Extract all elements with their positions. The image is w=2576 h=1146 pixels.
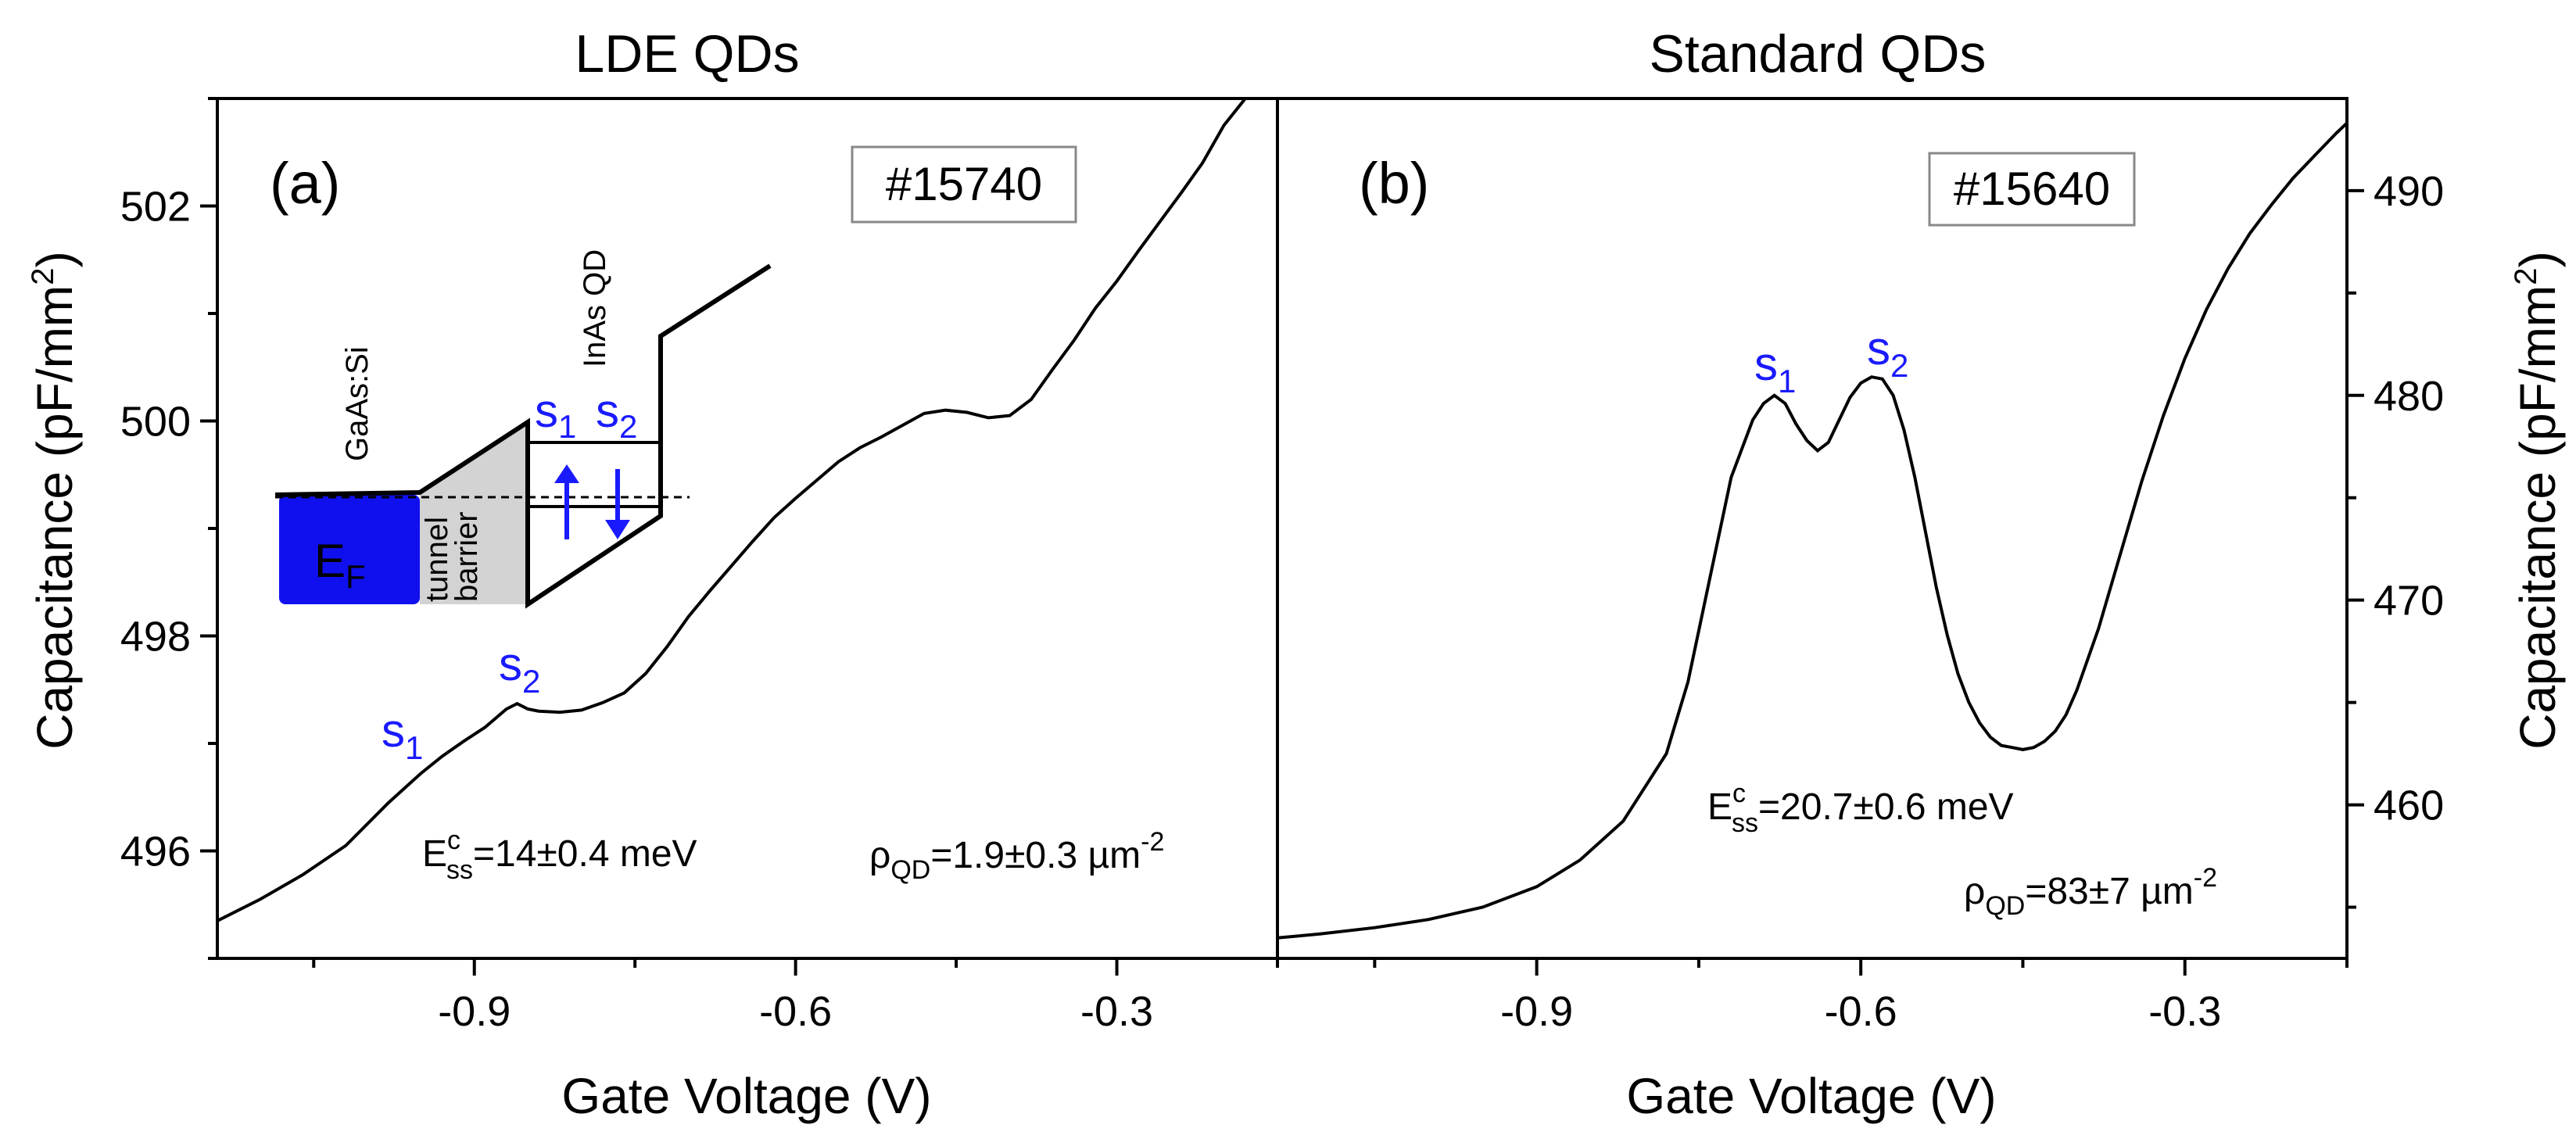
panel-b-title: Standard QDs (1650, 24, 1987, 84)
panel-a-y-tick-label: 496 (120, 829, 191, 876)
panel-b-y-tick-label: 470 (2374, 578, 2444, 625)
inset-s2-label: s2 (596, 385, 637, 445)
panel-b-sample-id-box (1928, 152, 2136, 227)
gaas-si-label: GaAs:Si (340, 346, 374, 461)
panel-a-y-axis-title: Capacitance (pF/mm2) (26, 251, 83, 750)
panel-a-sample-id-box (851, 145, 1077, 224)
panel-b-frame (1276, 97, 2348, 960)
panel-a-x-axis-title: Gate Voltage (V) (561, 1068, 931, 1124)
panel-a-ylabel-sup: 2 (26, 268, 60, 285)
panel-b-x-tick-label: -0.9 (1500, 988, 1573, 1035)
panel-a-title: LDE QDs (575, 24, 799, 84)
panel-b-peak-s2-label: s2 (1867, 322, 1908, 384)
inas-qd-label: InAs QD (578, 249, 612, 367)
panel-b-qd-density: ρQD=83±7 µm-2 (1964, 863, 2217, 921)
conduction-band-edge (274, 263, 772, 609)
panel-a-sample-id: #15740 (886, 158, 1042, 210)
panel-b-letter: (b) (1359, 151, 1429, 216)
panel-b-sample-id: #15640 (1954, 163, 2110, 215)
panel-b-ylabel-sup: 2 (2509, 268, 2543, 285)
panel-b-x-axis-title: Gate Voltage (V) (1626, 1068, 1996, 1124)
barrier-label: barrier (450, 511, 484, 602)
panel-b-y-tick-label: 460 (2374, 783, 2444, 829)
panel-b-peak-s1-label: s1 (1754, 338, 1796, 399)
panel-a-x-tick-label: -0.6 (759, 988, 832, 1035)
panel-b-x-tick-label: -0.6 (1825, 988, 1897, 1035)
inset-s1-label: s1 (535, 385, 576, 445)
panel-a: LDE QDs -0.9 -0.6 -0.3 496 498 500 502 Capacit… (26, 24, 1279, 1124)
panel-a-ylabel-close: ) (27, 251, 83, 267)
panel-a-y-tick-label: 498 (120, 614, 191, 661)
panel-b-y-tick-label: 490 (2374, 168, 2444, 215)
panel-a-y-tick-label: 500 (120, 399, 191, 446)
panel-b-x-tick-label: -0.3 (2148, 988, 2221, 1035)
band-diagram-inset: EF GaAs:Si tunnel barrier InAs QD s1 s2 (274, 249, 772, 609)
panel-b-series-line (1277, 121, 2348, 940)
panel-a-peak-s1-label: s1 (382, 704, 423, 766)
spin-down-arrowhead (605, 520, 630, 539)
panel-a-x-tick-label: -0.3 (1080, 988, 1153, 1035)
panel-b-ylabel-close: ) (2510, 251, 2566, 267)
panel-b-charging-energy: Ec ss=20.7±0.6 meV (1707, 779, 2014, 838)
panel-a-ticks: -0.9 -0.6 -0.3 496 498 500 502 (120, 97, 1279, 1035)
panel-a-y-tick-label: 502 (120, 184, 191, 231)
panel-a-qd-density: ρQD=1.9±0.3 µm-2 (869, 827, 1164, 885)
spin-up-arrowhead (554, 464, 579, 483)
fermi-energy-label: EF (314, 535, 366, 595)
tunnel-barrier-fill (420, 422, 528, 604)
panel-a-charging-energy: Ec ss=14±0.4 meV (422, 825, 697, 885)
fermi-sea-block (279, 495, 420, 604)
panel-b-y-tick-label: 480 (2374, 373, 2444, 420)
panel-a-x-tick-label: -0.9 (438, 988, 511, 1035)
panel-a-series-line (217, 97, 1247, 922)
panel-b-ticks: -0.9 -0.6 -0.3 460 470 480 490 (1373, 168, 2444, 1035)
tunnel-label: tunnel (420, 517, 454, 602)
panel-b-y-axis-title: Capacitance (pF/mm2) (2509, 251, 2566, 750)
panel-a-letter: (a) (270, 151, 340, 216)
panel-a-peak-s2-label: s2 (499, 638, 540, 700)
